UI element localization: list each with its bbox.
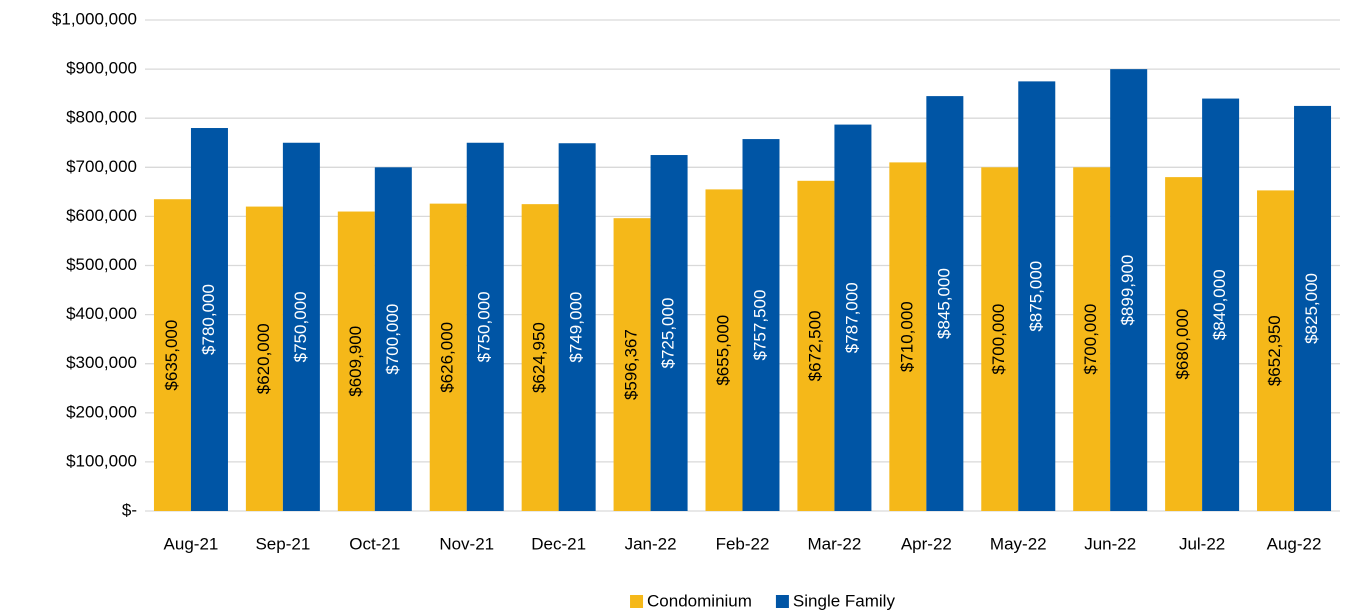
value-label: $680,000 [1173,309,1192,380]
bar [1202,98,1240,511]
x-tick-label: Dec-21 [531,534,586,553]
value-label: $620,000 [254,323,273,394]
bar [1073,167,1111,512]
y-tick-label: $200,000 [66,402,137,421]
bar [558,143,596,511]
value-label: $655,000 [713,315,732,386]
legend-swatch [775,595,789,608]
x-tick-label: Jun-22 [1084,534,1136,553]
y-tick-label: $400,000 [66,304,137,323]
bar [981,167,1019,512]
bar [190,128,228,511]
value-label: $899,900 [1118,255,1137,326]
y-tick-label: $800,000 [66,108,137,127]
bar [742,139,780,511]
bar [153,199,191,511]
x-tick-label: Feb-22 [716,534,770,553]
legend: Condominium Single Family [630,591,895,610]
value-label: $840,000 [1210,269,1229,340]
bar [834,124,872,511]
value-label: $749,000 [567,292,586,363]
x-tick-label: Nov-21 [439,534,494,553]
y-tick-label: $- [122,500,137,519]
bar [521,204,559,512]
bar [1018,81,1056,511]
x-tick-label: Aug-22 [1267,534,1322,553]
x-tick-label: May-22 [990,534,1047,553]
legend-label: Condominium [647,591,752,610]
y-tick-label: $1,000,000 [52,9,137,28]
bar [705,189,743,511]
bar [337,211,375,511]
x-tick-label: Mar-22 [807,534,861,553]
value-label: $672,500 [805,310,824,381]
value-label: $875,000 [1026,261,1045,332]
x-tick-label: Apr-22 [901,534,952,553]
value-label: $757,500 [750,290,769,361]
x-tick-label: Jan-22 [625,534,677,553]
bar [926,96,964,511]
bar [1294,105,1332,512]
value-label: $635,000 [162,320,181,391]
legend-swatch [630,595,644,608]
y-tick-label: $700,000 [66,157,137,176]
value-label: $700,000 [383,304,402,375]
value-label: $596,367 [622,329,641,400]
value-label: $750,000 [291,291,310,362]
value-label: $626,000 [438,322,457,393]
x-tick-label: Aug-21 [164,534,219,553]
x-tick-label: Oct-21 [349,534,400,553]
value-label: $700,000 [989,304,1008,375]
x-tick-label: Jul-22 [1179,534,1225,553]
bar [282,142,320,511]
bar [374,167,412,512]
y-tick-label: $500,000 [66,255,137,274]
y-tick-label: $900,000 [66,59,137,78]
value-label: $624,950 [530,322,549,393]
value-label: $652,950 [1265,315,1284,386]
y-tick-label: $300,000 [66,353,137,372]
value-label: $750,000 [475,291,494,362]
bar [245,206,283,511]
bar [650,155,688,511]
value-label: $845,000 [934,268,953,339]
bar [429,203,467,511]
value-label: $787,000 [842,282,861,353]
value-label: $609,900 [346,326,365,397]
bar [889,162,927,511]
bar [613,218,651,511]
legend-label: Single Family [793,591,896,610]
bar [797,180,835,512]
value-label: $725,000 [659,298,678,369]
bar [1257,190,1295,511]
value-label: $700,000 [1081,304,1100,375]
value-label: $780,000 [199,284,218,355]
y-tick-label: $600,000 [66,206,137,225]
bar [1110,69,1148,511]
value-label: $710,000 [897,301,916,372]
value-label: $825,000 [1302,273,1321,344]
y-tick-label: $100,000 [66,451,137,470]
bar [466,142,504,511]
x-tick-label: Sep-21 [255,534,310,553]
bar [1165,177,1203,511]
